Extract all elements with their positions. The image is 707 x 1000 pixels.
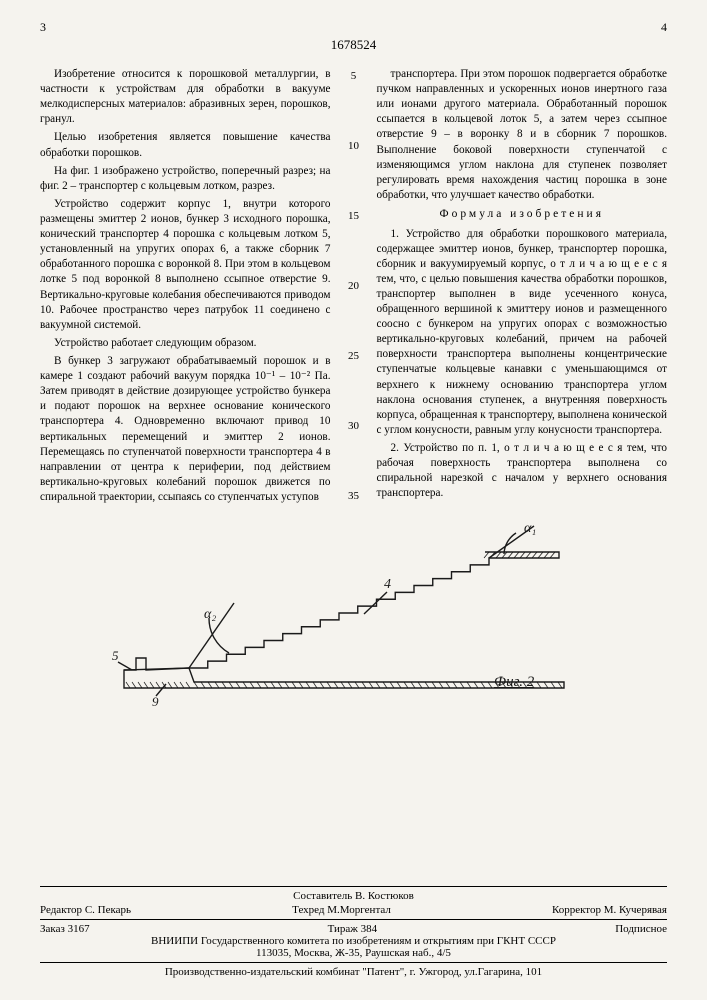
org-address: 113035, Москва, Ж-35, Раушская наб., 4/5 [40,947,667,959]
composer-label: Составитель [293,890,352,902]
editor-name: С. Пекарь [85,904,131,916]
footer: Составитель В. Костюков Редактор С. Пека… [40,883,667,978]
line-marker: 30 [347,419,361,434]
right-column: транспортера. При этом порошок подвергае… [377,67,668,508]
page-num-left: 3 [40,20,46,35]
claim: 1. Устройство для обработки порошкового … [377,227,668,439]
figure-2: α₁ α₂ 5 9 4 Фиг. 2 [40,518,667,708]
order-num: 3167 [68,923,90,935]
techred-name: М.Моргентал [327,904,391,916]
editor-label: Редактор [40,904,82,916]
para: транспортера. При этом порошок подвергае… [377,67,668,203]
line-number-gutter: 5 10 15 20 25 30 35 [347,67,361,508]
tirazh-num: 384 [361,923,378,935]
claim: 2. Устройство по п. 1, о т л и ч а ю щ е… [377,441,668,501]
body-columns: Изобретение относится к порошковой метал… [40,67,667,508]
corrector-name: М. Кучерявая [604,904,667,916]
svg-text:9: 9 [152,694,159,708]
line-marker: 5 [347,69,361,84]
svg-text:α₂: α₂ [204,607,216,622]
line-marker: 15 [347,209,361,224]
document-number: 1678524 [40,37,667,53]
svg-text:4: 4 [384,577,391,592]
svg-text:Фиг. 2: Фиг. 2 [494,674,535,690]
para: Целью изобретения является повышение кач… [40,130,331,160]
org: ВНИИПИ Государственного комитета по изоб… [40,935,667,947]
line-marker: 35 [347,489,361,504]
para: В бункер 3 загружают обрабатываемый поро… [40,354,331,505]
formula-title: Формула изобретения [377,207,668,223]
line-marker: 25 [347,349,361,364]
printer: Производственно-издательский комбинат "П… [40,966,667,978]
line-marker: 10 [347,139,361,154]
para: Устройство содержит корпус 1, внутри кот… [40,197,331,333]
line-marker: 20 [347,279,361,294]
svg-text:α₁: α₁ [524,521,536,536]
para: Изобретение относится к порошковой метал… [40,67,331,127]
order-label: Заказ [40,923,65,935]
corrector-label: Корректор [552,904,601,916]
para: На фиг. 1 изображено устройство, попереч… [40,164,331,194]
tirazh-label: Тираж [328,923,358,935]
subscription: Подписное [615,923,667,935]
svg-text:5: 5 [112,648,119,663]
page-num-right: 4 [661,20,667,35]
techred-label: Техред [292,904,324,916]
left-column: Изобретение относится к порошковой метал… [40,67,331,508]
para: Устройство работает следующим образом. [40,336,331,351]
composer-name: В. Костюков [355,890,414,902]
